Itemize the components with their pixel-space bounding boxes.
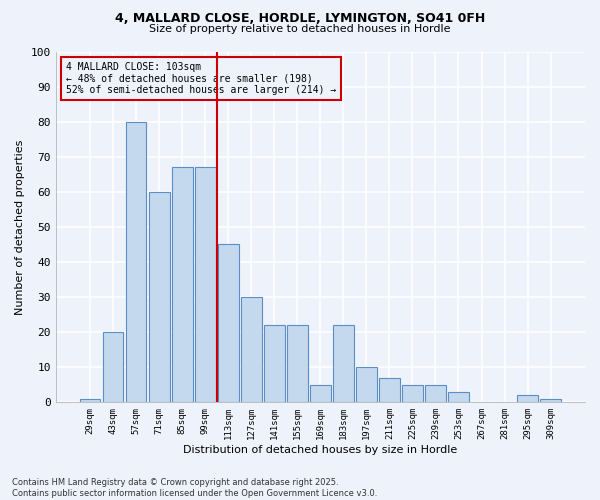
Bar xyxy=(241,297,262,403)
Bar xyxy=(540,399,561,402)
Bar xyxy=(80,399,100,402)
Bar xyxy=(195,168,215,402)
Bar xyxy=(149,192,170,402)
Bar xyxy=(103,332,124,402)
Bar xyxy=(379,378,400,402)
Text: 4, MALLARD CLOSE, HORDLE, LYMINGTON, SO41 0FH: 4, MALLARD CLOSE, HORDLE, LYMINGTON, SO4… xyxy=(115,12,485,26)
Y-axis label: Number of detached properties: Number of detached properties xyxy=(15,139,25,314)
Text: Contains HM Land Registry data © Crown copyright and database right 2025.
Contai: Contains HM Land Registry data © Crown c… xyxy=(12,478,377,498)
Bar xyxy=(517,396,538,402)
Bar xyxy=(425,385,446,402)
Text: 4 MALLARD CLOSE: 103sqm
← 48% of detached houses are smaller (198)
52% of semi-d: 4 MALLARD CLOSE: 103sqm ← 48% of detache… xyxy=(66,62,337,95)
Bar xyxy=(126,122,146,402)
Bar xyxy=(402,385,423,402)
Bar xyxy=(448,392,469,402)
Bar xyxy=(264,325,284,402)
Bar xyxy=(356,367,377,402)
Bar xyxy=(333,325,354,402)
Bar xyxy=(172,168,193,402)
Bar xyxy=(218,244,239,402)
X-axis label: Distribution of detached houses by size in Hordle: Distribution of detached houses by size … xyxy=(183,445,457,455)
Bar xyxy=(310,385,331,402)
Text: Size of property relative to detached houses in Hordle: Size of property relative to detached ho… xyxy=(149,24,451,34)
Bar xyxy=(287,325,308,402)
